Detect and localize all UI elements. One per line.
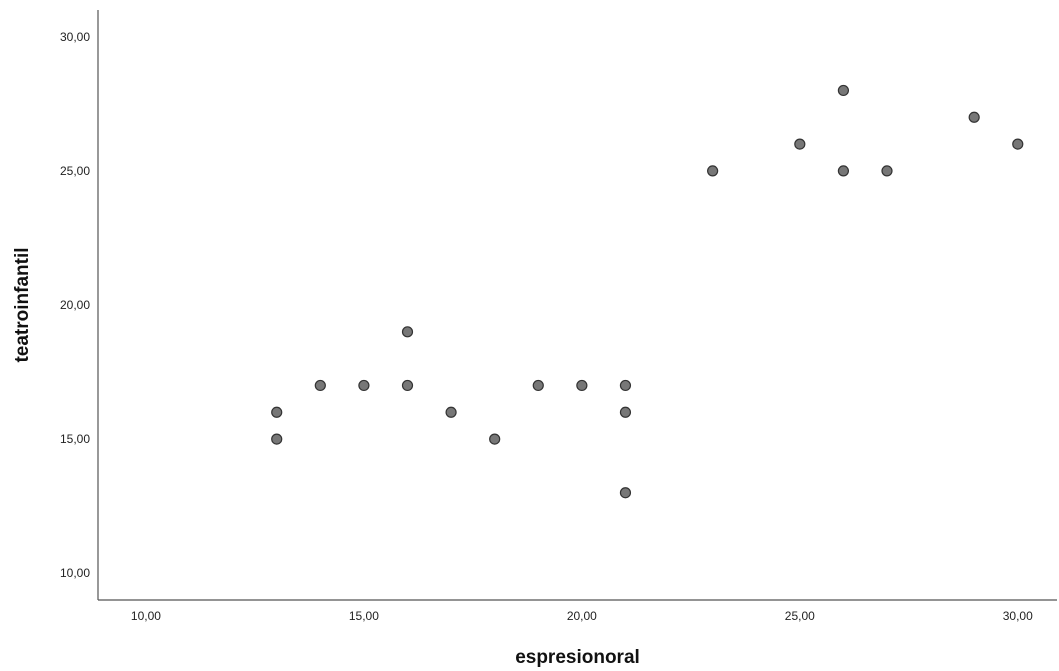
y-tick-label: 30,00 xyxy=(60,30,90,44)
y-axis-ticks: 10,00 15,00 20,00 25,00 30,00 xyxy=(60,30,90,580)
x-axis-ticks: 10,00 15,00 20,00 25,00 30,00 xyxy=(131,609,1033,623)
data-point xyxy=(358,379,370,392)
y-tick-label: 25,00 xyxy=(60,164,90,178)
data-points xyxy=(271,84,1024,499)
data-point xyxy=(968,111,980,123)
data-point xyxy=(401,379,414,392)
x-axis-title: espresionoral xyxy=(515,647,640,668)
data-point xyxy=(1012,138,1024,150)
data-point xyxy=(881,165,893,177)
y-tick-label: 10,00 xyxy=(60,566,90,580)
data-point xyxy=(271,406,283,418)
data-point xyxy=(271,433,283,445)
data-point xyxy=(707,165,719,177)
data-point xyxy=(619,379,632,392)
data-point xyxy=(401,326,414,338)
data-point xyxy=(837,84,850,97)
data-point xyxy=(532,379,544,392)
y-axis-title: teatroinfantil xyxy=(12,247,33,362)
data-point xyxy=(576,379,588,392)
data-point xyxy=(314,379,326,392)
x-tick-label: 15,00 xyxy=(349,609,379,623)
x-tick-label: 25,00 xyxy=(785,609,815,623)
x-tick-label: 20,00 xyxy=(567,609,597,623)
x-tick-label: 30,00 xyxy=(1003,609,1033,623)
data-point xyxy=(619,406,632,418)
data-point xyxy=(489,433,501,445)
x-tick-label: 10,00 xyxy=(131,609,161,623)
y-tick-label: 20,00 xyxy=(60,298,90,312)
data-point xyxy=(445,406,457,418)
data-point xyxy=(837,165,850,177)
data-point xyxy=(794,138,806,150)
data-point xyxy=(619,487,632,499)
y-tick-label: 15,00 xyxy=(60,432,90,446)
